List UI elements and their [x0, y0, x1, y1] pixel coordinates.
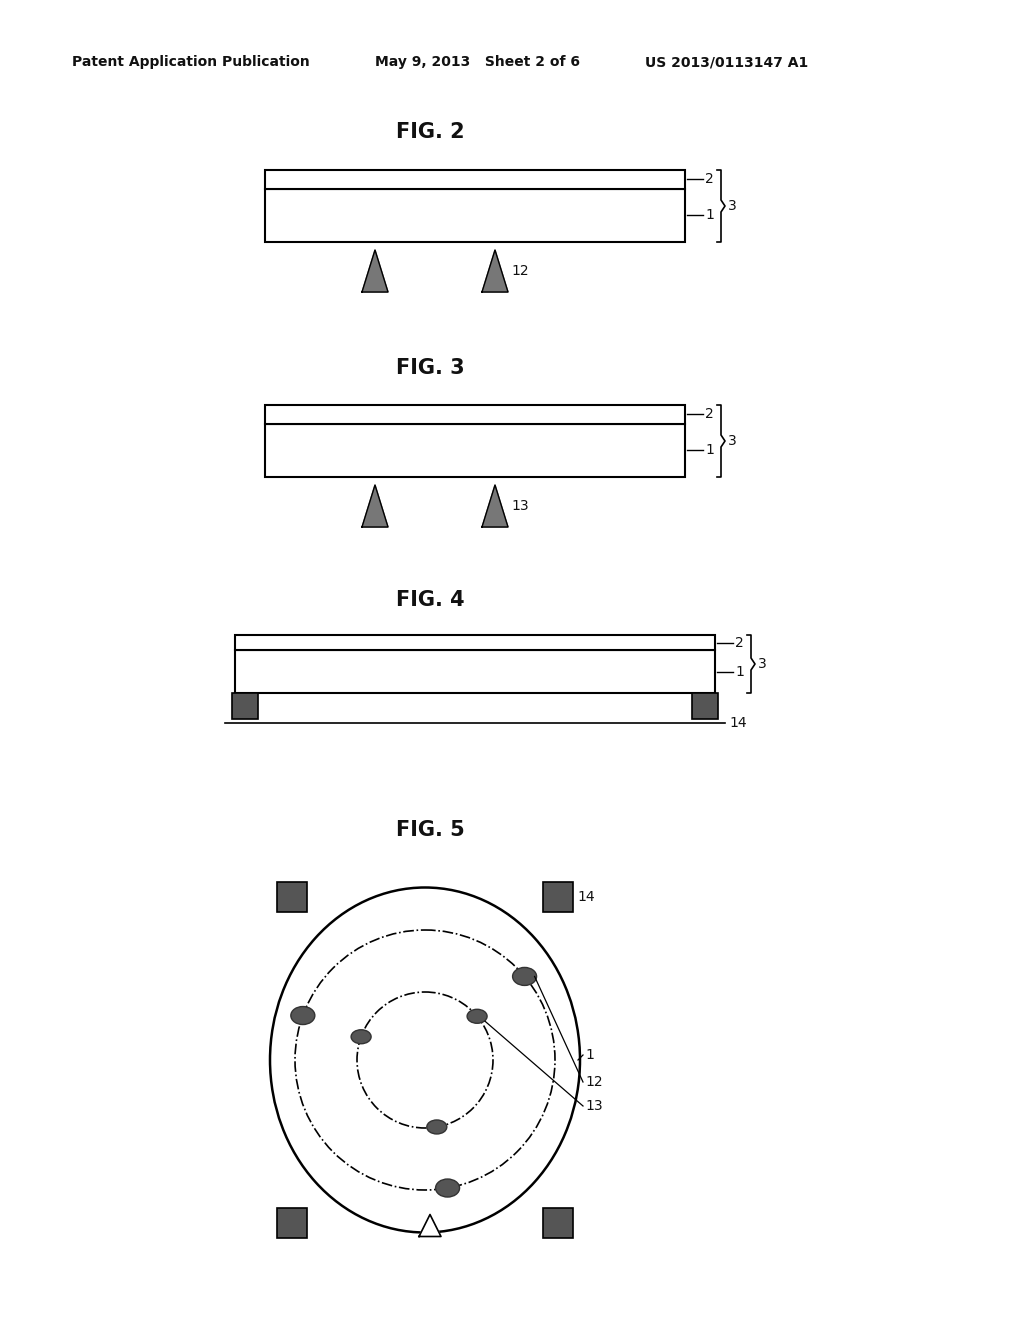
Ellipse shape: [351, 1030, 371, 1044]
Text: May 9, 2013   Sheet 2 of 6: May 9, 2013 Sheet 2 of 6: [375, 55, 580, 69]
Bar: [278, 882, 307, 912]
Bar: [265, 424, 685, 477]
Text: 13: 13: [585, 1100, 603, 1113]
Text: 1: 1: [585, 1048, 594, 1063]
Polygon shape: [482, 249, 508, 292]
Bar: [543, 1208, 573, 1238]
Bar: [692, 693, 718, 719]
Bar: [234, 635, 715, 649]
Text: FIG. 2: FIG. 2: [395, 121, 464, 143]
Text: Patent Application Publication: Patent Application Publication: [72, 55, 309, 69]
Bar: [232, 693, 258, 719]
Ellipse shape: [435, 1179, 460, 1197]
Text: 14: 14: [729, 715, 746, 730]
Text: US 2013/0113147 A1: US 2013/0113147 A1: [645, 55, 808, 69]
Text: 3: 3: [728, 199, 736, 213]
Text: 14: 14: [577, 890, 595, 904]
Polygon shape: [362, 484, 388, 527]
Text: 1: 1: [705, 444, 714, 457]
Text: 12: 12: [511, 264, 528, 279]
Ellipse shape: [467, 1010, 487, 1023]
Text: 12: 12: [585, 1074, 603, 1089]
Bar: [234, 649, 715, 693]
Bar: [265, 189, 685, 242]
Polygon shape: [419, 1214, 441, 1237]
Text: 2: 2: [705, 408, 714, 421]
Text: 3: 3: [728, 434, 736, 447]
Text: 2: 2: [705, 173, 714, 186]
Bar: [543, 882, 573, 912]
Text: 2: 2: [735, 635, 743, 649]
Bar: [265, 170, 685, 189]
Bar: [265, 405, 685, 424]
Ellipse shape: [427, 1119, 446, 1134]
Bar: [278, 1208, 307, 1238]
Text: 1: 1: [735, 664, 743, 678]
Ellipse shape: [270, 887, 580, 1233]
Polygon shape: [482, 484, 508, 527]
Ellipse shape: [291, 1007, 314, 1024]
Text: FIG. 5: FIG. 5: [395, 820, 464, 840]
Text: FIG. 3: FIG. 3: [395, 358, 464, 378]
Polygon shape: [362, 249, 388, 292]
Ellipse shape: [513, 968, 537, 986]
Text: FIG. 4: FIG. 4: [395, 590, 464, 610]
Text: 3: 3: [758, 657, 767, 671]
Text: 13: 13: [511, 499, 528, 513]
Text: 1: 1: [705, 209, 714, 222]
